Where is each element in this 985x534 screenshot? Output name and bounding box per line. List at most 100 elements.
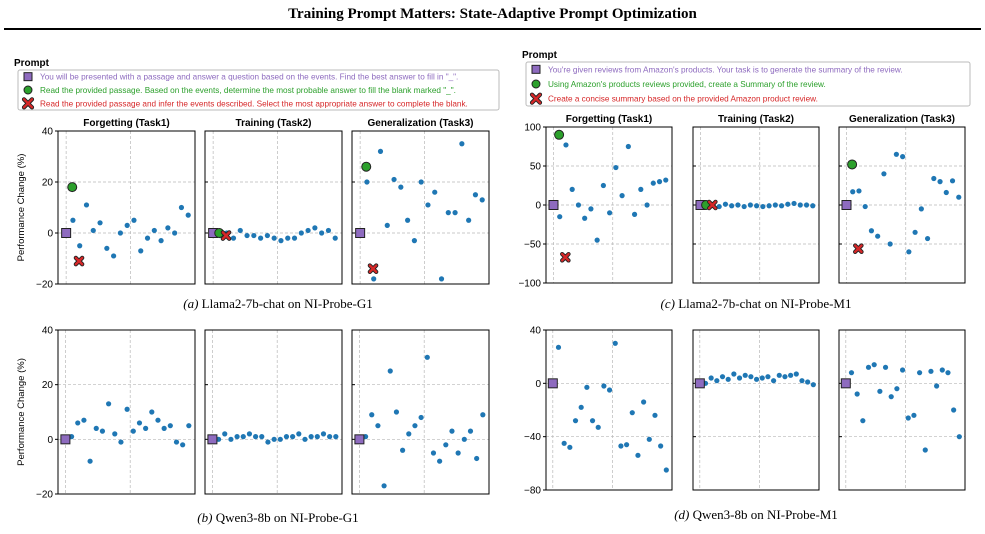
data-point: [104, 245, 110, 251]
y-tick-label: 0: [47, 435, 53, 446]
data-point: [124, 406, 130, 412]
data-point: [850, 189, 856, 195]
data-point: [430, 450, 437, 456]
data-point: [112, 431, 118, 437]
data-point: [589, 418, 596, 424]
subfigure-caption: (d) Qwen3-8b on NI-Probe-M1: [674, 507, 838, 522]
data-point: [797, 202, 803, 208]
legend-title: Prompt: [14, 58, 50, 69]
data-point: [641, 399, 647, 405]
worst-marker: [367, 263, 379, 274]
data-point: [765, 374, 771, 380]
panel-frame: [204, 329, 343, 495]
data-point: [77, 243, 83, 249]
data-point: [251, 232, 257, 239]
panel-frame: [692, 329, 820, 491]
data-point: [956, 434, 962, 440]
panel-1: −80 −40 0 40: [524, 326, 673, 497]
data-point: [882, 364, 889, 370]
data-point: [466, 217, 472, 223]
legend-box: [525, 61, 971, 107]
data-point: [594, 237, 600, 243]
y-tick-label: 40: [42, 326, 54, 337]
data-point: [735, 202, 741, 208]
data-point: [569, 186, 575, 192]
data-point: [561, 440, 567, 446]
data-point: [607, 210, 613, 216]
panel-2: [204, 329, 343, 495]
legend-entry-text: Create a concise summary based on the pr…: [548, 95, 818, 104]
caption-text: Llama2-7b-chat on NI-Probe-G1: [198, 296, 372, 311]
best-marker: [554, 129, 565, 140]
data-point: [899, 367, 906, 373]
data-point: [259, 434, 265, 440]
caption-tag: (a): [183, 296, 198, 311]
data-point: [894, 386, 900, 392]
data-point: [93, 425, 99, 431]
data-point: [741, 203, 747, 210]
baseline-marker: [547, 378, 558, 389]
panel-3: Generalization (Task3): [838, 114, 966, 284]
data-point: [848, 370, 855, 376]
data-point: [865, 364, 872, 370]
subfigure-caption: (b) Qwen3-8b on NI-Probe-G1: [197, 510, 358, 525]
cross-fill: [22, 98, 34, 109]
data-point: [803, 202, 810, 208]
data-point: [635, 452, 641, 458]
chart-b: Performance Change (%) −20 0 20 40 (b) Qwen3-…: [16, 326, 490, 525]
data-point: [271, 235, 277, 241]
data-point: [754, 203, 760, 209]
panel-frame: [545, 329, 673, 491]
data-point: [391, 176, 397, 183]
cross-fill: [530, 93, 542, 104]
data-point: [143, 425, 149, 431]
data-point: [736, 375, 743, 381]
legend-entry-text: You will be presented with a passage and…: [40, 73, 458, 82]
data-point: [400, 447, 406, 453]
legend-box: [17, 69, 500, 111]
data-point: [149, 409, 155, 415]
data-point: [237, 227, 243, 234]
data-point: [924, 235, 931, 242]
data-point: [956, 194, 962, 200]
data-point: [228, 436, 234, 442]
data-point: [332, 235, 338, 241]
data-point: [138, 248, 144, 254]
data-point: [173, 439, 180, 445]
data-point: [785, 201, 791, 207]
data-point: [424, 354, 430, 360]
data-point: [663, 467, 669, 473]
panel-frame: [57, 329, 196, 495]
data-point: [922, 447, 928, 453]
page-title: Training Prompt Matters: State-Adaptive …: [288, 6, 697, 22]
data-point: [455, 450, 461, 456]
data-point: [791, 200, 797, 207]
y-tick-label: 0: [535, 379, 541, 390]
y-tick-label: 100: [524, 123, 541, 134]
y-tick-label: 20: [42, 380, 54, 391]
data-point: [652, 412, 658, 418]
cross-fill: [853, 244, 863, 254]
panel-1: −20 0 20 40: [36, 326, 196, 501]
data-point: [600, 182, 606, 189]
data-point: [371, 276, 377, 282]
data-point: [742, 372, 748, 378]
data-point: [180, 442, 186, 448]
data-point: [875, 233, 881, 239]
panel-3: [351, 329, 490, 495]
caption-text: Qwen3-8b on NI-Probe-M1: [689, 507, 837, 522]
data-point: [905, 415, 911, 421]
y-tick-label: 0: [535, 201, 541, 212]
data-point: [949, 178, 956, 184]
y-axis-label: Performance Change (%): [16, 154, 27, 262]
data-point: [131, 217, 137, 223]
data-point: [578, 404, 584, 410]
data-point: [83, 202, 90, 208]
data-point: [461, 436, 467, 442]
legend-square-marker: [23, 72, 33, 82]
data-point: [124, 222, 130, 228]
data-point: [70, 217, 76, 223]
data-point: [906, 249, 912, 255]
data-point: [575, 202, 582, 208]
data-point: [178, 204, 185, 211]
